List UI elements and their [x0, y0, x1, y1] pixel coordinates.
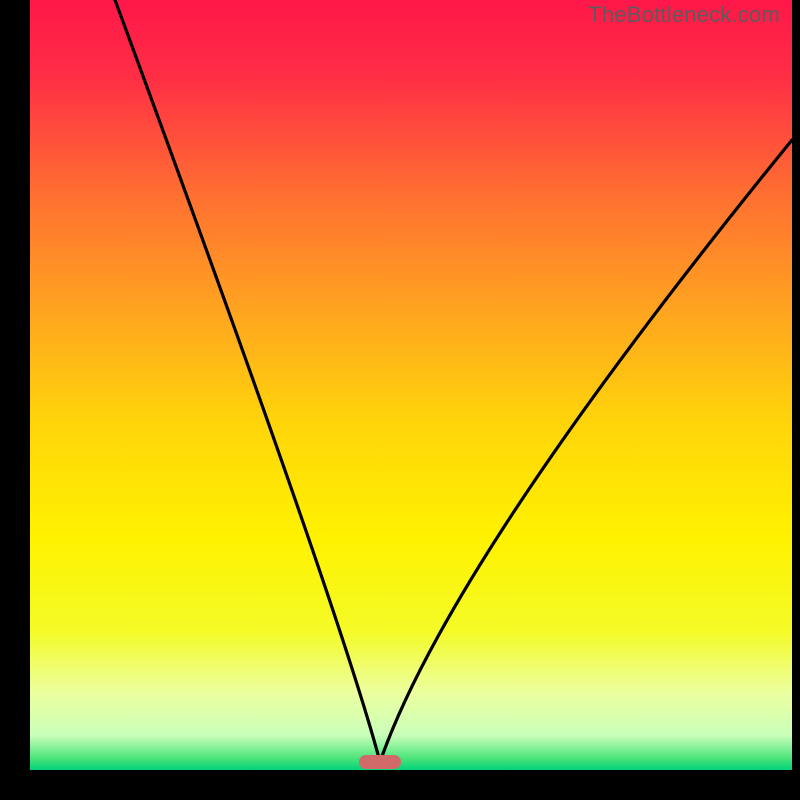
frame-bottom	[0, 770, 800, 800]
bottleneck-curve	[30, 0, 792, 770]
frame-left	[0, 0, 30, 800]
curve-path	[115, 0, 792, 762]
plot-area: TheBottleneck.com	[30, 0, 792, 770]
watermark-text: TheBottleneck.com	[588, 2, 780, 28]
bottleneck-marker	[359, 755, 401, 769]
frame-right	[792, 0, 800, 800]
